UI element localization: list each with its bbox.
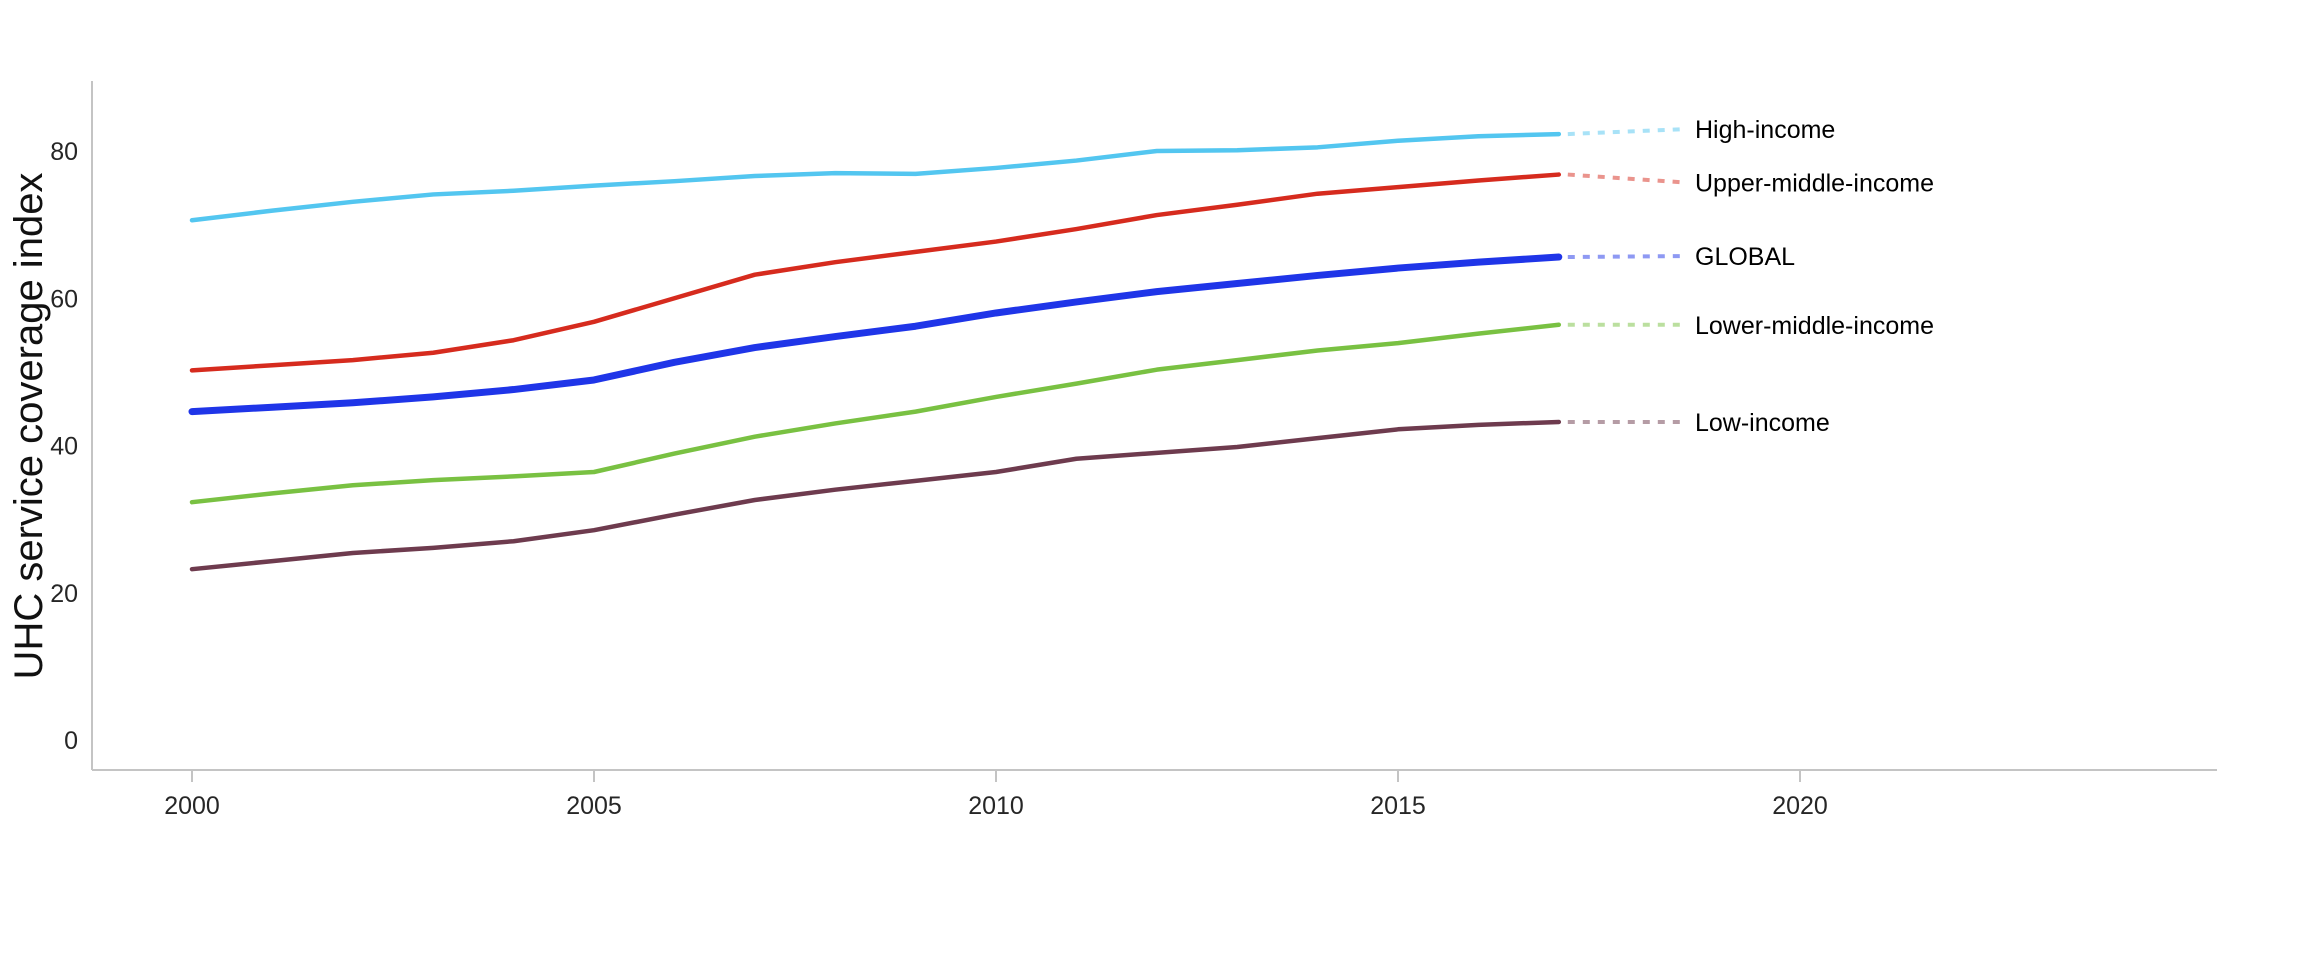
leader-line-high-income: [1567, 127, 1687, 137]
x-tick-label-2000: 2000: [164, 792, 220, 820]
y-tick-label-20: 20: [50, 580, 78, 608]
series-line-high-income: [189, 131, 1562, 223]
x-tick-label-2010: 2010: [968, 792, 1024, 820]
y-tick-label-40: 40: [50, 433, 78, 461]
labels-layer: High-income Upper-middle-income GLOBAL Lowe…: [1567, 116, 1934, 437]
y-tick-label-60: 60: [50, 285, 78, 313]
leader-line-upper-middle-income: [1567, 172, 1687, 185]
series-label-high-income: High-income: [1695, 116, 1835, 144]
series-line-upper-middle-income: [189, 172, 1562, 373]
y-axis-title: UHC service coverage index: [7, 173, 51, 680]
series-label-low-income: Low-income: [1695, 409, 1830, 437]
axes-layer: 2000 2005 2010 2015 2020 0 20 40 60 80: [50, 81, 2217, 820]
x-tick-label-2020: 2020: [1772, 792, 1828, 820]
series-line-low-income: [189, 419, 1562, 572]
y-tick-label-80: 80: [50, 138, 78, 166]
y-tick-label-0: 0: [64, 727, 78, 755]
series-label-upper-middle-income: Upper-middle-income: [1695, 170, 1934, 198]
series-label-lower-middle-income: Lower-middle-income: [1695, 312, 1934, 340]
leader-line-global: [1567, 254, 1687, 260]
x-tick-label-2005: 2005: [566, 792, 622, 820]
series-line-lower-middle-income: [189, 322, 1562, 505]
x-tick-label-2015: 2015: [1370, 792, 1426, 820]
series-label-global: GLOBAL: [1695, 243, 1795, 271]
series-layer: [188, 131, 1563, 572]
series-line-global: [188, 253, 1563, 416]
